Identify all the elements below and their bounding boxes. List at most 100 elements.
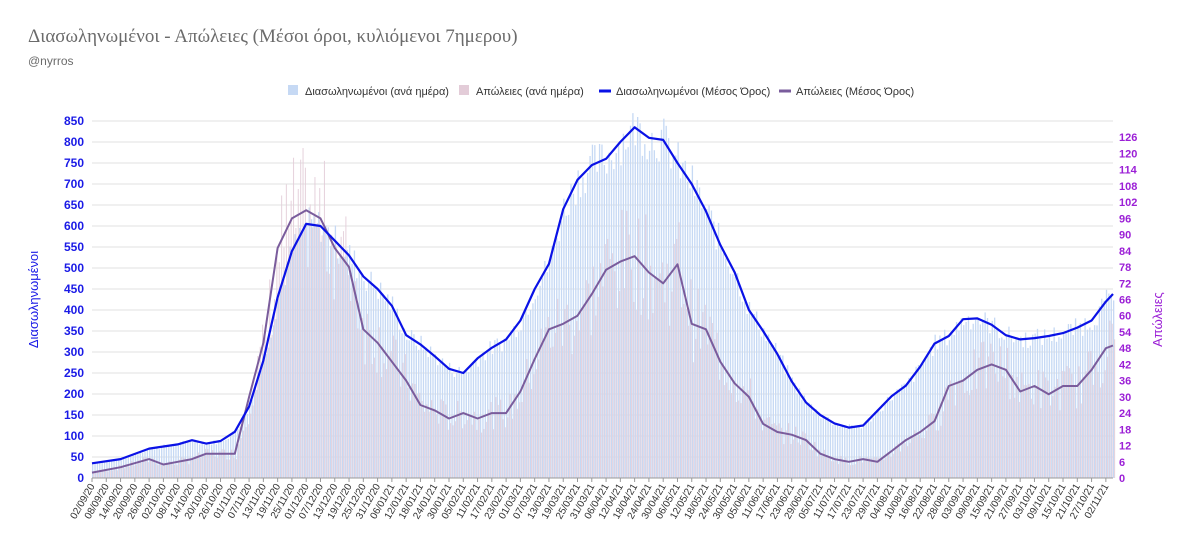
intubated-daily-bar bbox=[339, 255, 341, 478]
intubated-daily-bar bbox=[115, 460, 118, 478]
intubated-daily-bar bbox=[732, 274, 734, 478]
deaths-daily-bar bbox=[1071, 373, 1073, 478]
deaths-daily-bar bbox=[269, 279, 271, 478]
deaths-daily-bar bbox=[804, 433, 806, 478]
intubated-daily-bar bbox=[239, 426, 241, 478]
deaths-daily-bar bbox=[95, 472, 97, 478]
intubated-daily-bar bbox=[865, 420, 867, 478]
intubated-daily-bar bbox=[996, 327, 998, 478]
deaths-daily-bar bbox=[378, 327, 380, 478]
intubated-daily-bar bbox=[410, 330, 413, 478]
intubated-daily-bar bbox=[153, 449, 156, 478]
deaths-daily-bar bbox=[347, 275, 349, 478]
deaths-daily-bar bbox=[892, 453, 894, 478]
intubated-daily-bar bbox=[425, 347, 427, 478]
deaths-daily-bar bbox=[826, 455, 828, 478]
deaths-daily-bar bbox=[1064, 371, 1066, 478]
intubated-daily-bar bbox=[934, 334, 936, 478]
intubated-daily-bar bbox=[448, 362, 451, 478]
right-tick-label: 48 bbox=[1119, 343, 1131, 355]
intubated-daily-bar bbox=[353, 250, 356, 478]
intubated-daily-bar bbox=[201, 442, 203, 478]
intubated-daily-bar bbox=[965, 321, 967, 478]
intubated-daily-bar bbox=[855, 425, 858, 478]
deaths-daily-bar bbox=[945, 387, 947, 478]
deaths-daily-bar bbox=[778, 423, 780, 478]
deaths-daily-bar bbox=[626, 210, 628, 478]
intubated-daily-bar bbox=[225, 439, 227, 478]
intubated-daily-bar bbox=[970, 329, 972, 478]
legend-label: Διασωληνωμένοι (Μέσος Όρος) bbox=[616, 86, 770, 98]
deaths-daily-bar bbox=[143, 457, 145, 478]
intubated-daily-bar bbox=[306, 226, 308, 478]
intubated-daily-bar bbox=[915, 366, 917, 478]
intubated-daily-bar bbox=[313, 216, 315, 478]
intubated-daily-bar bbox=[875, 412, 877, 478]
deaths-daily-bar bbox=[509, 394, 511, 478]
deaths-daily-bar bbox=[421, 400, 423, 478]
intubated-daily-bar bbox=[494, 340, 496, 478]
deaths-daily-bar bbox=[359, 329, 361, 478]
intubated-daily-bar bbox=[613, 169, 615, 478]
intubated-daily-bar bbox=[456, 373, 458, 478]
intubated-daily-bar bbox=[287, 261, 289, 478]
intubated-daily-bar bbox=[1053, 327, 1055, 478]
deaths-daily-bar bbox=[107, 471, 109, 478]
deaths-daily-bar bbox=[554, 332, 556, 478]
intubated-daily-bar bbox=[667, 138, 670, 478]
deaths-daily-bar bbox=[445, 404, 447, 478]
left-tick-label: 450 bbox=[64, 282, 84, 296]
deaths-daily-bar bbox=[1080, 403, 1082, 478]
intubated-daily-bar bbox=[570, 184, 572, 478]
intubated-daily-bar bbox=[301, 231, 303, 478]
deaths-daily-bar bbox=[126, 465, 128, 478]
deaths-daily-bar bbox=[362, 318, 364, 478]
left-tick-label: 500 bbox=[64, 261, 84, 275]
intubated-daily-bar bbox=[175, 443, 177, 478]
deaths-daily-bar bbox=[799, 444, 801, 478]
deaths-daily-bar bbox=[538, 359, 540, 478]
deaths-daily-bar bbox=[990, 343, 992, 478]
intubated-daily-bar bbox=[446, 367, 448, 478]
deaths-daily-bar bbox=[452, 425, 454, 478]
deaths-daily-bar bbox=[880, 457, 882, 478]
deaths-daily-bar bbox=[1006, 347, 1009, 478]
deaths-daily-bar bbox=[392, 335, 395, 478]
intubated-daily-bar bbox=[137, 454, 139, 478]
deaths-daily-bar bbox=[414, 383, 416, 478]
intubated-daily-bar bbox=[1089, 327, 1091, 478]
deaths-daily-bar bbox=[145, 457, 147, 478]
deaths-daily-bar bbox=[428, 411, 430, 478]
deaths-daily-bar bbox=[940, 425, 942, 478]
deaths-daily-bar bbox=[978, 357, 980, 478]
intubated-daily-bar bbox=[622, 133, 625, 478]
deaths-daily-bar bbox=[878, 458, 880, 478]
intubated-daily-bars bbox=[92, 113, 1115, 479]
deaths-daily-bar bbox=[178, 459, 180, 478]
deaths-daily-bar bbox=[1021, 372, 1023, 478]
deaths-daily-bar bbox=[833, 461, 835, 478]
deaths-daily-bar bbox=[1045, 377, 1047, 478]
intubated-daily-bar bbox=[817, 415, 820, 478]
deaths-daily-bar bbox=[759, 415, 761, 478]
right-tick-label: 42 bbox=[1119, 359, 1131, 371]
intubated-daily-bar bbox=[351, 263, 353, 478]
intubated-daily-bar bbox=[656, 158, 658, 478]
intubated-daily-bar bbox=[851, 424, 853, 478]
intubated-daily-bar bbox=[363, 281, 365, 478]
intubated-daily-bar bbox=[920, 364, 922, 478]
deaths-daily-bar bbox=[666, 263, 668, 478]
intubated-daily-bar bbox=[686, 181, 689, 478]
intubated-daily-bar bbox=[563, 198, 565, 478]
deaths-daily-bar bbox=[207, 449, 209, 478]
intubated-daily-bar bbox=[518, 331, 520, 478]
deaths-daily-bar bbox=[695, 338, 697, 478]
deaths-daily-bar bbox=[754, 418, 756, 478]
deaths-daily-bar bbox=[1104, 370, 1106, 478]
deaths-daily-bar bbox=[231, 449, 233, 478]
right-tick-label: 60 bbox=[1119, 311, 1131, 323]
intubated-daily-bar bbox=[558, 241, 560, 478]
intubated-daily-bar bbox=[953, 334, 955, 478]
deaths-daily-bar bbox=[530, 389, 533, 478]
intubated-daily-bar bbox=[710, 210, 713, 478]
